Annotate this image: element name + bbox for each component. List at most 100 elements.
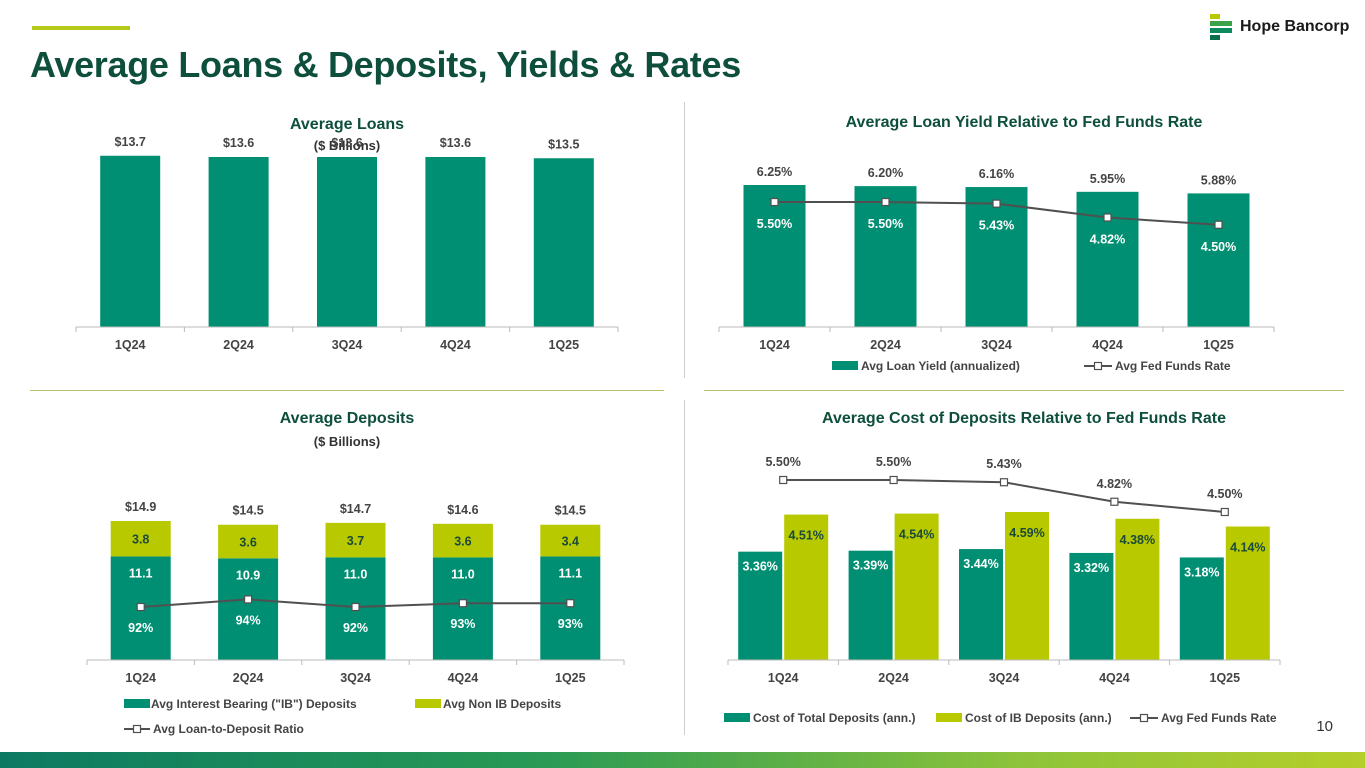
chart-title: Average Loan Yield Relative to Fed Funds… xyxy=(845,114,1203,131)
horizontal-divider-left xyxy=(30,390,664,391)
ib-cost-value-label: 4.38% xyxy=(1120,533,1155,547)
legend-swatch-ib xyxy=(124,699,150,708)
x-tick-label: 1Q25 xyxy=(555,671,586,685)
line-value-label: 5.50% xyxy=(757,217,792,231)
loan-bar xyxy=(533,158,594,327)
legend-label-loan-yield: Avg Loan Yield (annualized) xyxy=(861,359,1020,373)
ib-value-label: 11.1 xyxy=(129,566,153,580)
ib-deposits-bar xyxy=(432,557,493,660)
x-tick-label: 2Q24 xyxy=(870,338,901,352)
loan-bar xyxy=(317,157,377,327)
total-value-label: $14.9 xyxy=(125,500,156,514)
ib-cost-value-label: 4.14% xyxy=(1230,541,1265,555)
x-tick-label: 2Q24 xyxy=(878,671,909,685)
total-cost-value-label: 3.44% xyxy=(963,557,998,571)
line-value-label: 4.50% xyxy=(1201,240,1236,254)
non-ib-deposits-bar xyxy=(325,522,386,558)
bar-value-label: $13.6 xyxy=(440,136,471,150)
line-value-label: 5.50% xyxy=(765,455,800,469)
logo-mark-icon xyxy=(1210,14,1232,40)
page-title: Average Loans & Deposits, Yields & Rates xyxy=(30,44,741,85)
loan-bar xyxy=(100,155,161,327)
total-deposit-cost-bar xyxy=(1069,552,1114,660)
line-marker xyxy=(779,475,788,485)
non-ib-deposits-bar xyxy=(432,523,493,558)
legend-label-fed-funds: Avg Fed Funds Rate xyxy=(1115,359,1231,373)
x-tick-label: 1Q24 xyxy=(125,671,156,685)
chart-subtitle: ($ Billions) xyxy=(313,138,381,153)
legend-label-ib-cost: Cost of IB Deposits (ann.) xyxy=(965,711,1112,725)
chart-plot: $13.7 $13.6 $13.6 $13.6 $13.5 1Q24 2Q24 3Q24 4Q2… xyxy=(75,135,619,352)
bar-value-label: 6.20% xyxy=(868,166,903,180)
line-marker xyxy=(770,197,779,207)
total-cost-value-label: 3.18% xyxy=(1184,565,1219,579)
loan-bar xyxy=(425,157,486,327)
total-value-label: $14.5 xyxy=(555,504,586,518)
page-number: 10 xyxy=(1316,718,1333,735)
line-value-label: 4.50% xyxy=(1207,487,1242,501)
ib-deposit-cost-bar xyxy=(1225,526,1270,660)
bar-value-label: 6.25% xyxy=(757,165,792,179)
line-marker xyxy=(1103,213,1112,222)
line-value-label: 4.82% xyxy=(1090,232,1125,246)
ib-cost-value-label: 4.54% xyxy=(899,528,934,542)
x-tick-label: 2Q24 xyxy=(233,671,264,685)
x-tick-label: 3Q24 xyxy=(989,671,1020,685)
non-ib-value-label: 3.7 xyxy=(347,534,364,548)
line-marker xyxy=(1220,507,1229,517)
non-ib-value-label: 3.6 xyxy=(239,536,256,550)
line-marker xyxy=(132,724,142,734)
legend-swatch-ib-cost xyxy=(936,713,962,722)
average-loans-chart: Average Loans ($ Billions) $13.7 $13.6 $13… xyxy=(30,108,664,378)
legend-swatch-total-cost xyxy=(724,713,750,722)
loan-yield-bar xyxy=(1187,193,1250,327)
total-value-label: $14.7 xyxy=(340,502,371,516)
ib-deposit-cost-bar xyxy=(1005,512,1049,660)
vertical-divider-top xyxy=(684,102,685,378)
x-tick-label: 4Q24 xyxy=(448,671,479,685)
non-ib-deposits-bar xyxy=(110,521,171,557)
legend-swatch-non-ib xyxy=(415,699,441,708)
non-ib-value-label: 3.6 xyxy=(454,535,471,549)
total-deposit-cost-bar xyxy=(959,549,1003,660)
ib-value-label: 11.0 xyxy=(451,567,475,581)
legend-label-ratio: Avg Loan-to-Deposit Ratio xyxy=(153,722,304,736)
x-tick-label: 3Q24 xyxy=(981,338,1012,352)
legend-label-ib: Avg Interest Bearing ("IB") Deposits xyxy=(151,697,357,711)
line-marker xyxy=(889,475,898,485)
deposit-cost-chart: Average Cost of Deposits Relative to Fed… xyxy=(704,404,1344,744)
total-deposit-cost-bar xyxy=(1179,557,1224,660)
ratio-value-label: 92% xyxy=(343,621,368,635)
title-accent-line xyxy=(32,26,130,30)
bar-value-label: $13.6 xyxy=(331,136,362,150)
loan-bar xyxy=(208,157,269,327)
chart-subtitle: ($ Billions) xyxy=(313,434,381,449)
x-tick-label: 1Q25 xyxy=(549,338,580,352)
ib-deposit-cost-bar xyxy=(894,513,939,660)
line-marker xyxy=(1110,497,1119,506)
chart-title: Average Deposits xyxy=(279,410,415,427)
loan-yield-bar xyxy=(854,186,917,327)
x-tick-label: 1Q24 xyxy=(115,338,146,352)
legend-swatch-loan-yield xyxy=(832,361,858,370)
line-marker xyxy=(351,602,360,612)
legend-label-fed-funds: Avg Fed Funds Rate xyxy=(1161,711,1277,725)
ib-cost-value-label: 4.59% xyxy=(1009,526,1044,540)
line-marker xyxy=(1214,220,1223,229)
bar-value-label: $13.6 xyxy=(223,136,254,150)
non-ib-value-label: 3.4 xyxy=(562,535,579,549)
non-ib-deposits-bar xyxy=(540,524,601,557)
line-value-label: 4.82% xyxy=(1097,477,1132,491)
ib-value-label: 11.0 xyxy=(344,567,368,581)
non-ib-value-label: 3.8 xyxy=(132,533,149,547)
average-deposits-chart: Average Deposits ($ Billions) 11.1 3.8 $14… xyxy=(30,404,664,744)
ib-deposits-bar xyxy=(540,556,601,660)
legend-label-non-ib: Avg Non IB Deposits xyxy=(443,697,562,711)
x-tick-label: 4Q24 xyxy=(440,338,471,352)
x-tick-label: 3Q24 xyxy=(332,338,363,352)
x-tick-label: 1Q25 xyxy=(1203,338,1234,352)
total-deposit-cost-bar xyxy=(738,551,783,660)
total-cost-value-label: 3.39% xyxy=(853,559,888,573)
bar-value-label: 6.16% xyxy=(979,167,1014,181)
line-marker xyxy=(244,595,253,604)
